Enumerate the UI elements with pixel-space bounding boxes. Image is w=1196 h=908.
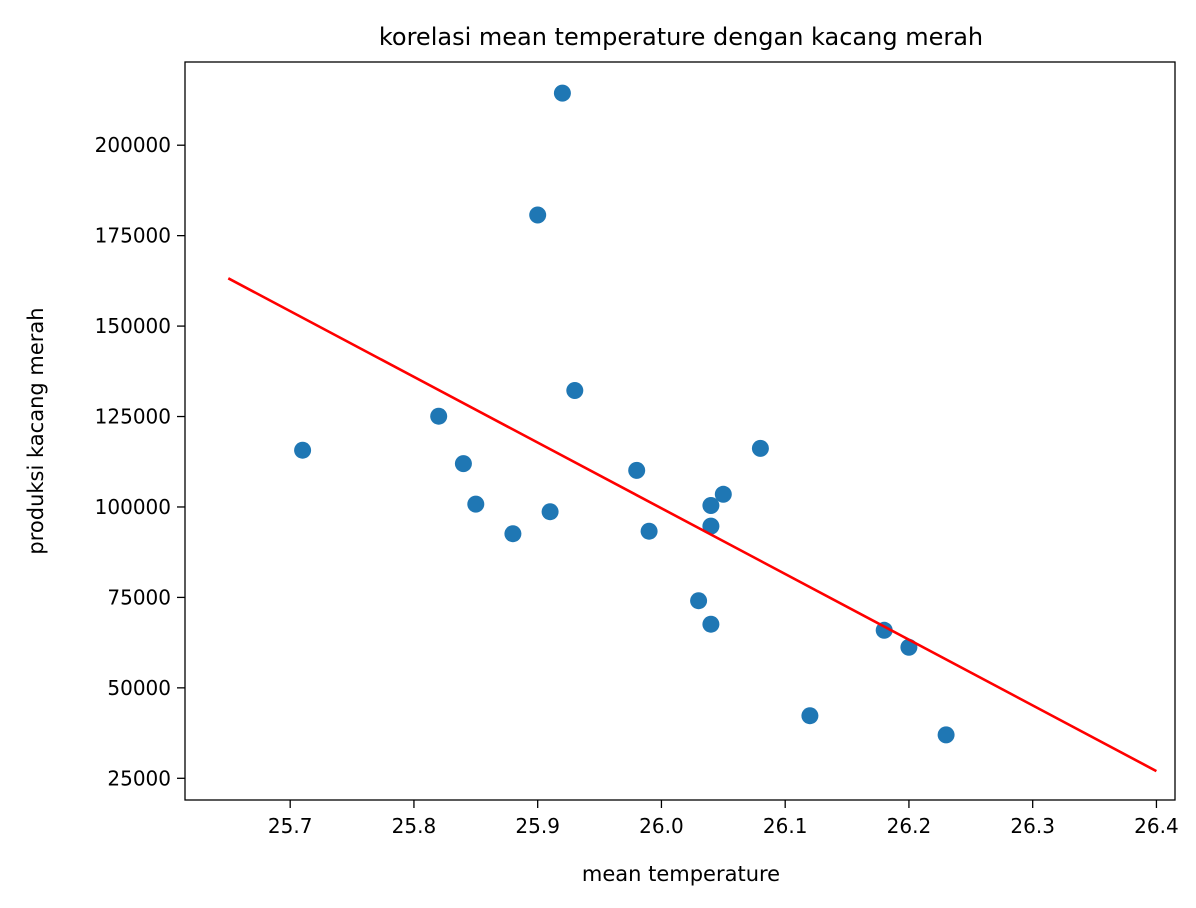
x-tick-label: 26.0 [639,814,684,838]
data-marks [227,84,1158,773]
scatter-point-10 [628,461,646,479]
scatter-point-4 [467,495,485,513]
scatter-point-14 [702,517,720,535]
x-tick-label: 25.9 [515,814,560,838]
plot-area [184,61,1176,801]
y-axis-label: produksi kacang merah [24,307,48,554]
y-tick-label: 150000 [95,314,171,338]
scatter-point-20 [900,638,918,656]
scatter-point-16 [714,485,732,503]
y-tick-label: 200000 [95,133,171,157]
x-tick-label: 26.1 [763,814,808,838]
scatter-point-21 [937,726,955,744]
scatter-point-13 [702,497,720,514]
scatter-point-6 [529,206,547,224]
scatter-point-8 [553,84,571,102]
scatter-point-11 [640,522,658,540]
y-tick-label: 25000 [107,766,171,790]
scatter-point-15 [702,615,720,633]
chart-title: korelasi mean temperature dengan kacang … [379,23,983,51]
x-tick-label: 25.8 [392,814,437,838]
x-axis-label: mean temperature [582,862,780,886]
scatter-point-2 [430,407,448,425]
x-tick-label: 25.7 [268,814,313,838]
x-tick-label: 26.3 [1010,814,1055,838]
scatter-point-1 [294,441,312,459]
y-tick-label: 75000 [107,585,171,609]
scatter-point-19 [875,621,893,639]
y-axis-ticks: 25000 50000 75000 100000 125000 150000 175000 2… [95,133,185,790]
regression-line [227,277,1158,773]
scatter-point-18 [801,707,819,725]
axes-frame [184,61,1176,801]
scatter-point-3 [454,455,472,473]
scatter-point-9 [566,382,584,399]
scatter-point-17 [751,439,769,457]
x-tick-label: 26.4 [1134,814,1179,838]
y-tick-label: 125000 [95,405,171,429]
y-tick-label: 100000 [95,495,171,519]
y-tick-label: 175000 [95,224,171,248]
x-axis-ticks: 25.7 25.8 25.9 26.0 26.1 26.2 26.3 26.4 [268,800,1179,838]
scatter-point-12 [690,592,708,610]
x-tick-label: 26.2 [887,814,932,838]
y-tick-label: 50000 [107,676,171,700]
scatter-point-7 [541,503,559,521]
scatter-point-5 [504,525,522,543]
